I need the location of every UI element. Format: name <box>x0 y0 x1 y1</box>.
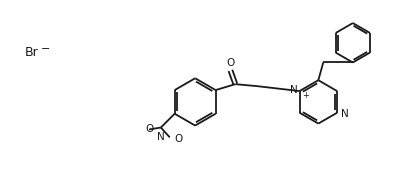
Text: N: N <box>290 85 298 95</box>
Text: +: + <box>302 92 309 101</box>
Text: Br: Br <box>25 46 39 59</box>
Text: O: O <box>175 134 183 144</box>
Text: O: O <box>145 124 153 135</box>
Text: N: N <box>341 109 349 119</box>
Text: O: O <box>226 59 235 68</box>
Text: N: N <box>157 132 165 142</box>
Text: −: − <box>40 44 50 54</box>
